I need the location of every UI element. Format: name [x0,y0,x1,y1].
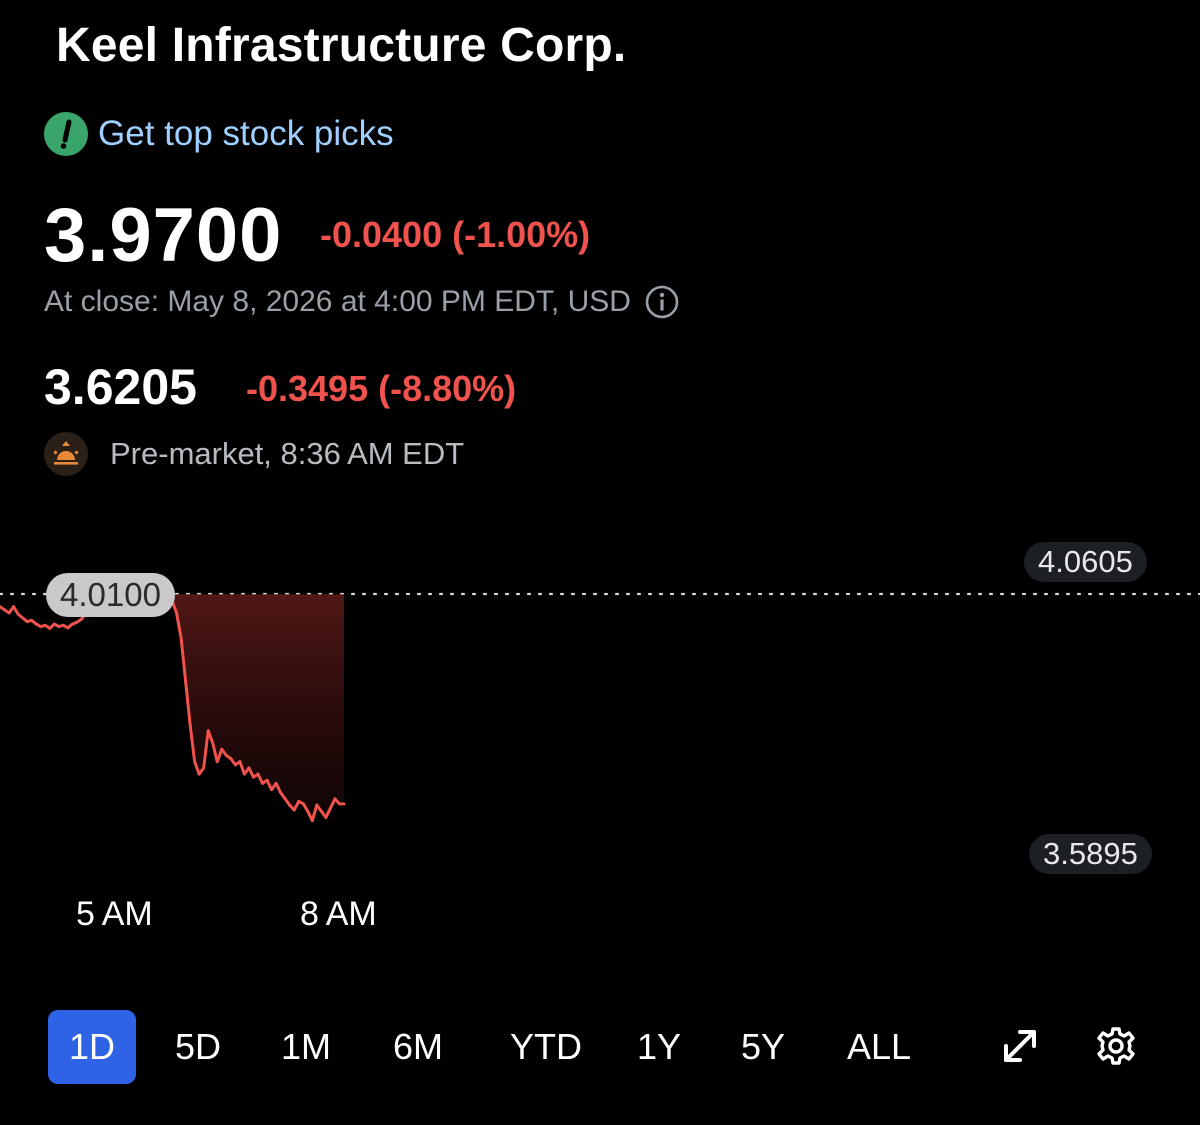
reference-price-tag: 4.0100 [46,573,175,617]
range-5y-button[interactable]: 5Y [740,1026,786,1067]
close-info-text: At close: May 8, 2026 at 4:00 PM EDT, US… [44,285,631,318]
high-price-tag: 4.0605 [1024,542,1147,582]
price-line-segment [256,772,265,785]
price-line-segment [265,778,274,792]
price-line-segment [193,760,201,776]
stock-name: Keel Infrastructure Corp. [56,19,627,72]
close-change: -0.0400 (-1.00%) [320,214,591,255]
range-5d-button[interactable]: 5D [174,1026,222,1067]
range-1y-button[interactable]: 1Y [636,1026,682,1067]
expand-icon[interactable] [998,1024,1042,1068]
x-tick-label: 5 AM [76,895,153,933]
premarket-change: -0.3495 (-8.80%) [246,368,517,409]
range-1d-button[interactable]: 1D [48,1010,136,1084]
price-chart[interactable] [0,520,1200,940]
price-line-segment [215,747,224,764]
info-icon[interactable] [645,285,679,319]
range-ytd-button[interactable]: YTD [510,1026,582,1067]
price-line-segment [324,806,332,819]
price-line-segment [188,722,197,764]
price-line-segment [206,729,215,745]
range-all-button[interactable]: ALL [846,1026,912,1067]
decline-area [167,594,344,821]
price-line-segment [328,797,337,810]
price-line-segment [202,729,210,770]
range-6m-button[interactable]: 6M [392,1026,443,1067]
range-1m-button[interactable]: 1M [280,1026,331,1067]
premarket-price: 3.6205 [44,359,197,415]
premarket-row: Pre-market, 8:36 AM EDT [44,432,464,476]
gear-icon[interactable] [1094,1024,1138,1068]
premarket-label: Pre-market, 8:36 AM EDT [110,436,465,471]
price-line-segment [310,803,319,823]
stock-picks-link[interactable]: Get top stock picks [44,112,394,156]
stock-picks-label: Get top stock picks [98,114,394,153]
price-line-segment [292,799,301,812]
low-price-tag: 3.5895 [1029,834,1152,874]
price-line-segment [274,781,283,795]
range-selector: 1D 5D 1M 6M YTD 1Y 5Y ALL [48,1010,1158,1084]
price-line-segment [184,679,192,726]
price-line-segment [175,611,183,640]
price-line-segment [211,741,219,764]
price-line-segment [179,636,188,683]
x-tick-label: 8 AM [300,895,377,933]
exclamation-badge-icon [44,112,88,156]
price-line-segment [247,766,255,779]
close-info: At close: May 8, 2026 at 4:00 PM EDT, US… [44,285,679,319]
close-price: 3.9700 [44,193,283,278]
price-line-segment [238,760,246,776]
sunrise-icon [44,432,88,476]
